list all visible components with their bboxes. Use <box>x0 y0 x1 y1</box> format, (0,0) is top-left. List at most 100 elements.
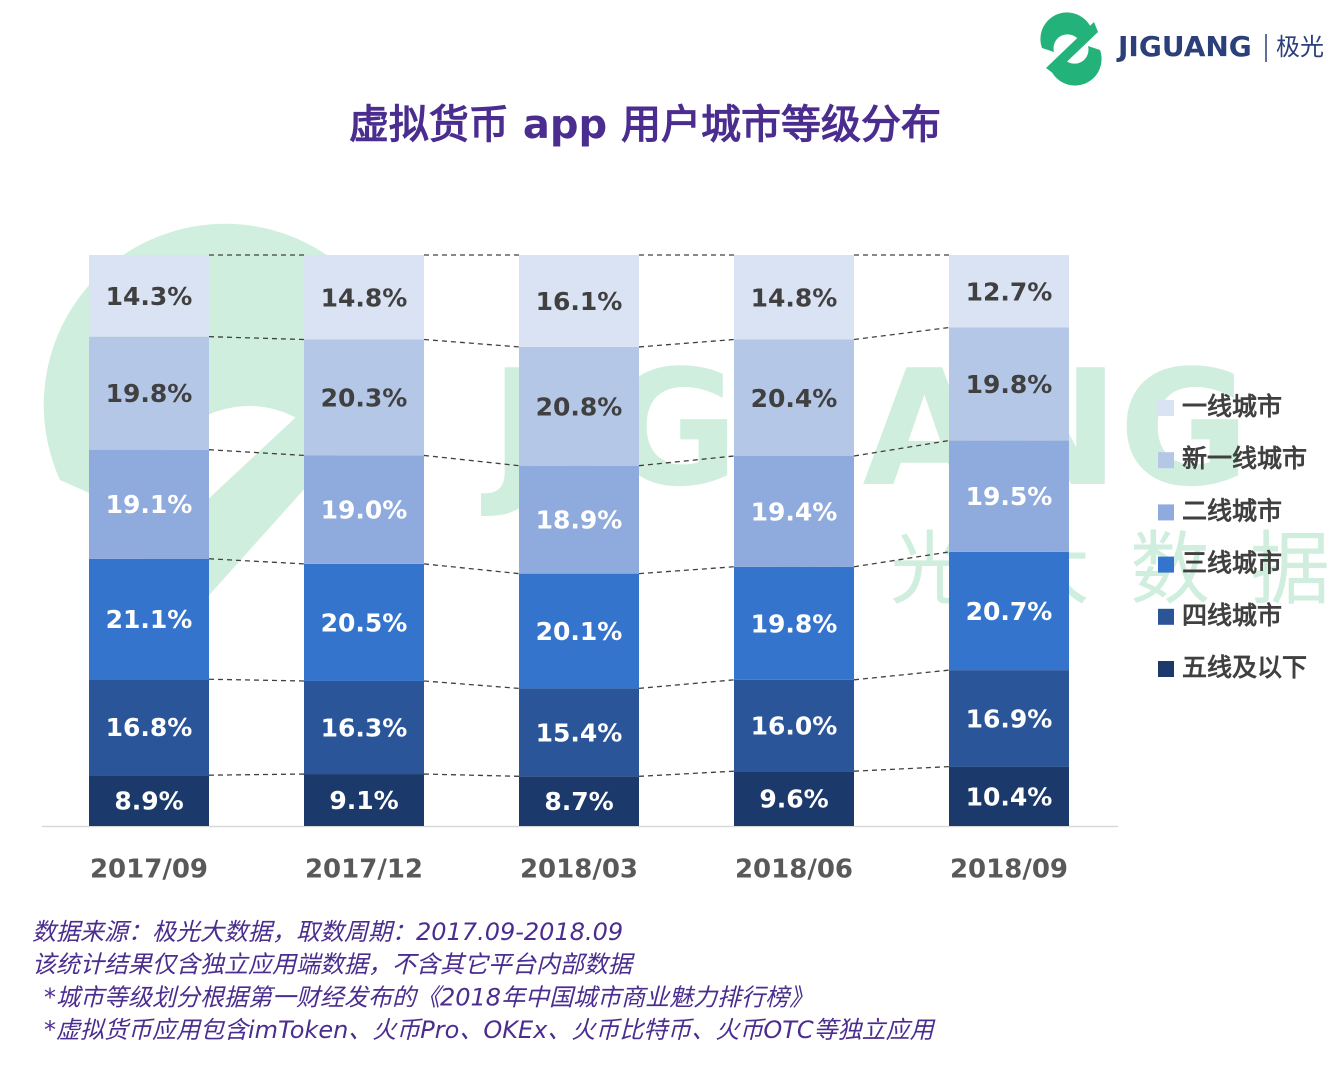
value-label: 9.6% <box>759 785 828 814</box>
bar-segment <box>949 440 1069 552</box>
value-label: 20.5% <box>321 608 408 637</box>
bar-segment <box>519 465 639 574</box>
value-label: 14.3% <box>106 282 193 311</box>
bar-segment <box>519 255 639 347</box>
value-label: 8.7% <box>544 787 613 816</box>
bar-segment <box>734 455 854 567</box>
connector-line <box>638 566 735 575</box>
value-label: 19.8% <box>966 370 1053 399</box>
bar-segment <box>519 776 639 826</box>
value-label: 19.5% <box>966 482 1053 511</box>
value-label: 19.4% <box>751 497 838 526</box>
footnote: *城市等级划分根据第一财经发布的《2018年中国城市商业魅力排行榜》 <box>44 983 813 1011</box>
connector-line <box>423 680 520 690</box>
value-label: 19.8% <box>751 609 838 638</box>
bar-segment <box>89 775 209 826</box>
x-tick-label: 2017/12 <box>305 855 423 885</box>
connector-line <box>853 439 950 457</box>
footnote: 数据来源：极光大数据，取数周期：2017.09-2018.09 <box>32 918 623 946</box>
legend-label: 四线城市 <box>1182 601 1282 630</box>
watermark: JIGUANG 极光大数据 <box>43 223 1330 650</box>
bar-segment <box>949 327 1069 441</box>
value-label: 9.1% <box>329 786 398 815</box>
brand-name: JIGUANG <box>1116 30 1252 63</box>
value-label: 20.8% <box>536 392 623 421</box>
bar-segment <box>519 688 639 777</box>
value-label: 21.1% <box>106 605 193 634</box>
bar-segment <box>89 336 209 450</box>
connector-line <box>853 669 950 681</box>
connector-line <box>208 558 305 565</box>
connector-line <box>208 773 305 776</box>
bar-segment <box>734 566 854 680</box>
value-label: 20.7% <box>966 597 1053 626</box>
connector-line <box>208 449 305 457</box>
connector-line <box>853 551 950 568</box>
value-label: 20.3% <box>321 383 408 412</box>
bar-segment <box>734 679 854 772</box>
value-label: 19.1% <box>106 490 193 519</box>
chart-title: 虚拟货币 app 用户城市等级分布 <box>349 102 941 148</box>
value-label: 19.0% <box>321 496 408 525</box>
x-tick-label: 2018/09 <box>950 855 1068 885</box>
notes: 数据来源：极光大数据，取数周期：2017.09-2018.09 该统计结果仅含独立… <box>32 918 936 1044</box>
bar-segment <box>304 455 424 564</box>
connector-line <box>638 338 735 348</box>
footnote: 该统计结果仅含独立应用端数据，不含其它平台内部数据 <box>32 951 635 979</box>
connector-line <box>423 563 520 575</box>
legend-swatch <box>1158 504 1174 521</box>
value-label: 15.4% <box>536 718 623 747</box>
bar-segment <box>304 255 424 340</box>
connector-line <box>208 678 305 682</box>
bar-segment <box>949 551 1069 671</box>
legend-swatch <box>1158 661 1174 677</box>
legend-label: 一线城市 <box>1182 392 1282 421</box>
legend-swatch <box>1158 452 1174 469</box>
value-label: 12.7% <box>966 277 1053 306</box>
bar-segment <box>734 771 854 826</box>
bar-segment <box>949 766 1069 826</box>
legend-label: 五线及以下 <box>1182 653 1307 682</box>
value-label: 20.4% <box>751 384 838 413</box>
value-label: 16.1% <box>536 287 623 316</box>
bar-segment <box>304 774 424 826</box>
bar-segment <box>949 670 1069 767</box>
connector-line <box>853 765 950 772</box>
bar-segment <box>304 680 424 775</box>
connector-line <box>208 336 305 341</box>
value-label: 20.1% <box>536 617 623 646</box>
value-label: 16.9% <box>966 704 1053 733</box>
connector-line <box>423 454 520 467</box>
brand-name-cn: 极光 <box>1276 33 1324 61</box>
footnote: *虚拟货币应用包含imToken、火币Pro、OKEx、火币比特币、火币OTC等… <box>44 1016 936 1044</box>
connector-line <box>423 338 520 348</box>
value-label: 16.3% <box>321 714 408 743</box>
bar-segment <box>89 558 209 680</box>
x-tick-label: 2017/09 <box>90 855 208 885</box>
connector-line <box>638 770 735 777</box>
value-label: 18.9% <box>536 506 623 535</box>
bar-segment <box>734 255 854 340</box>
value-label: 10.4% <box>966 782 1053 811</box>
value-label: 14.8% <box>751 283 838 312</box>
connector-line <box>423 773 520 777</box>
value-label: 19.8% <box>106 379 193 408</box>
connector-line <box>638 679 735 690</box>
value-label: 16.8% <box>106 713 193 742</box>
bar-segment <box>89 255 209 337</box>
value-label: 14.8% <box>321 283 408 312</box>
bar-segment <box>89 449 209 559</box>
legend-label: 三线城市 <box>1182 549 1282 578</box>
legend-swatch <box>1158 556 1174 573</box>
connector-line <box>638 455 735 467</box>
bar-segment <box>304 339 424 456</box>
bar-segment <box>734 339 854 456</box>
value-label: 16.0% <box>751 712 838 741</box>
legend-label: 二线城市 <box>1182 496 1282 525</box>
legend-swatch <box>1158 400 1174 416</box>
x-tick-label: 2018/06 <box>735 855 853 885</box>
connector-line <box>853 326 950 341</box>
bar-segment <box>304 563 424 681</box>
value-label: 8.9% <box>114 787 183 816</box>
bar-segment <box>89 679 209 776</box>
